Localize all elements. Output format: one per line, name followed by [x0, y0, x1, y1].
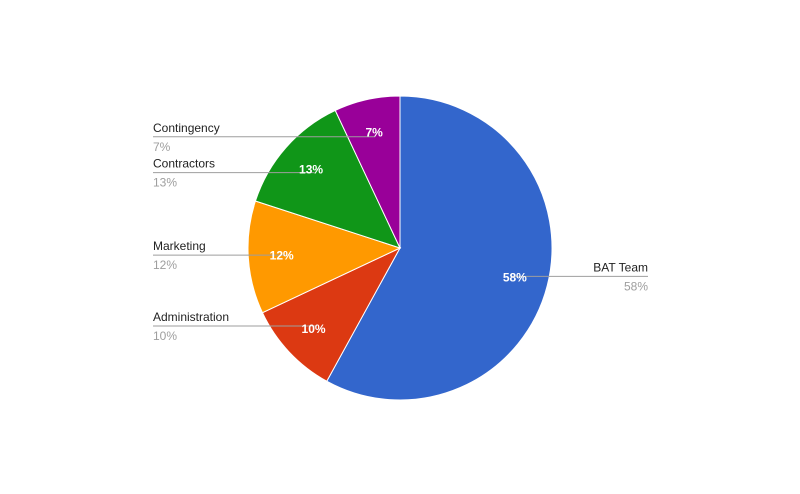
legend-name-marketing: Marketing: [153, 239, 206, 253]
legend-value-contractors: 13%: [153, 176, 177, 190]
legend-value-bat-team: 58%: [624, 279, 648, 293]
slice-label-administration: 10%: [302, 322, 326, 336]
legend-name-contractors: Contractors: [153, 157, 215, 171]
pie-slice-contractors: [254, 109, 401, 249]
pie-slice-contingency: [334, 95, 401, 249]
slice-label-bat-team: 58%: [503, 270, 527, 284]
slice-label-marketing: 12%: [270, 248, 294, 262]
slice-label-contractors: 13%: [299, 163, 323, 177]
pie-slice-bat-team: [326, 95, 553, 401]
legend-value-contingency: 7%: [153, 140, 171, 154]
legend-value-marketing: 12%: [153, 258, 177, 272]
legend-name-contingency: Contingency: [153, 121, 220, 135]
legend: BAT Team 58% Administration 10% Marketing 12%…: [153, 121, 648, 343]
legend-name-administration: Administration: [153, 310, 229, 324]
slice-label-contingency: 7%: [365, 125, 383, 139]
legend-name-bat-team: BAT Team: [593, 260, 648, 274]
legend-value-administration: 10%: [153, 329, 177, 343]
pie-slice-marketing: [247, 200, 402, 314]
leader-lines: [153, 136, 648, 327]
slice-labels: 58% 10% 12% 13% 7%: [270, 125, 528, 336]
pie-slices: [247, 95, 553, 401]
pie-slice-administration: [261, 246, 402, 382]
